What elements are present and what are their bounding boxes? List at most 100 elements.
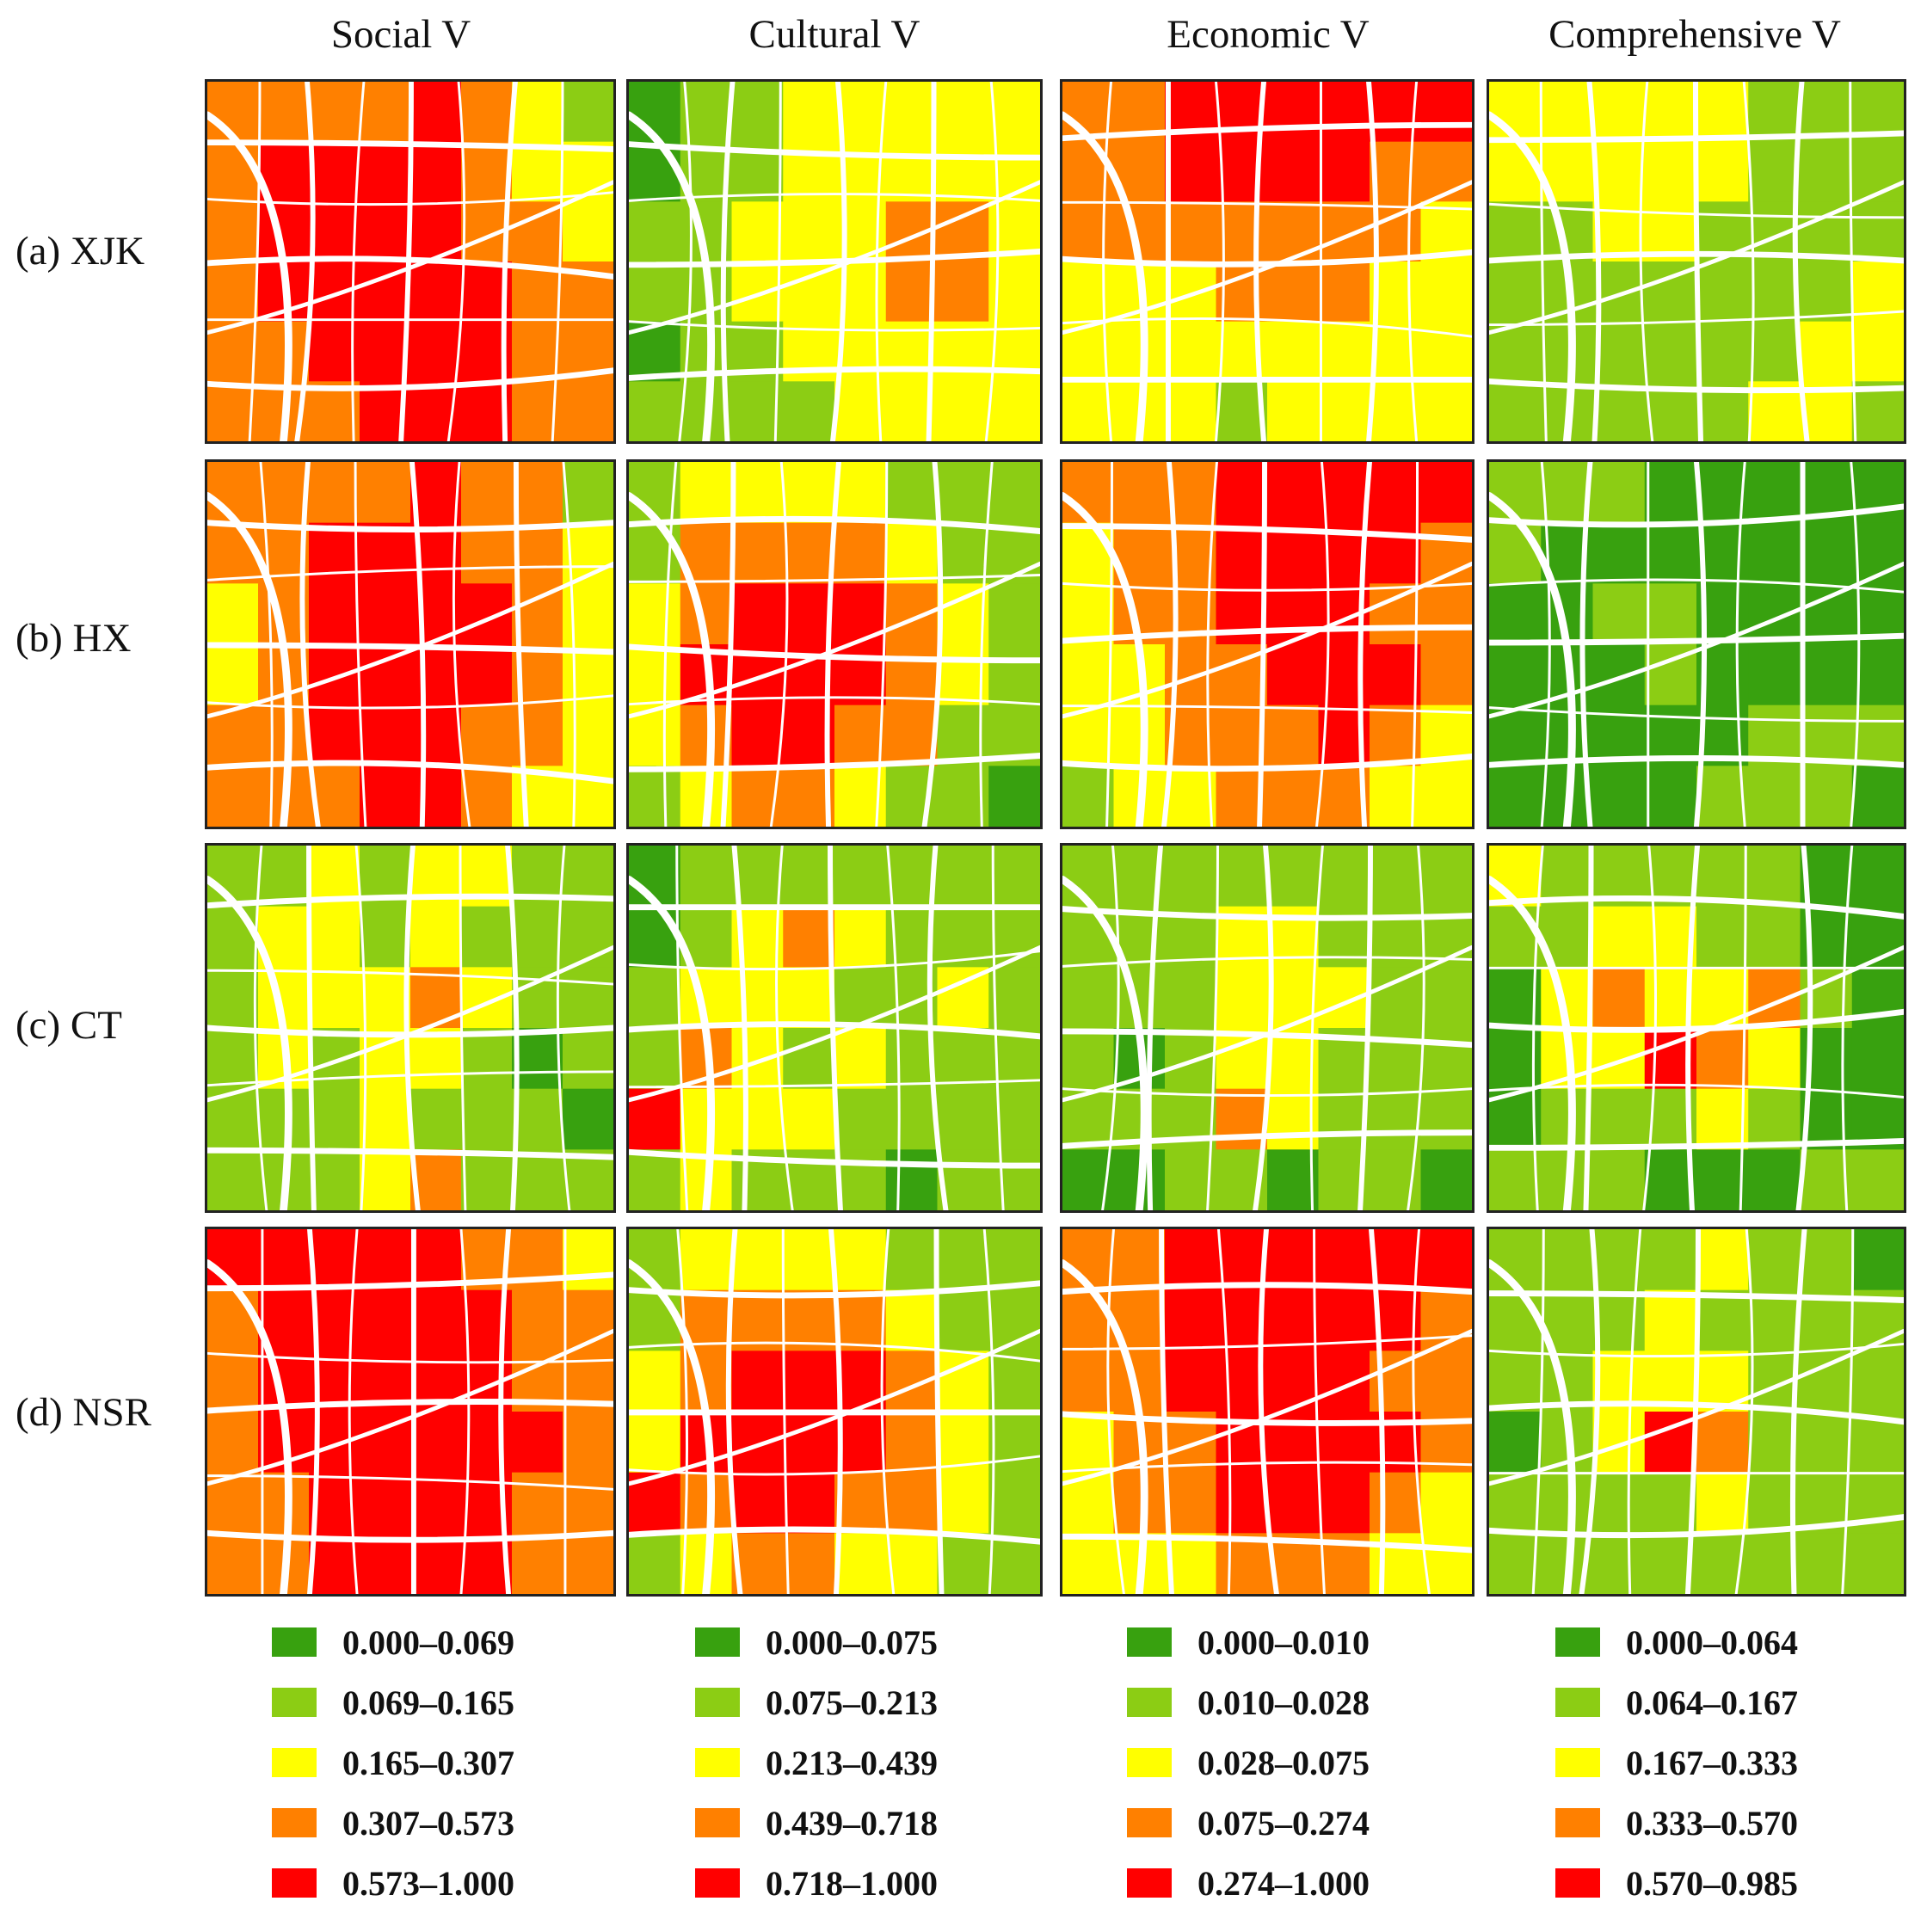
road-network [629,846,1040,1210]
map-canvas [1489,846,1904,1210]
column-title-cultural: Cultural V [748,12,920,57]
legend-swatch [1127,1748,1172,1777]
legend-swatch [1555,1627,1600,1657]
map-cell [1696,846,1749,908]
map-cell [937,1533,989,1594]
map-cell [629,1533,681,1594]
map-cell [1748,846,1801,908]
legend-swatch [1555,1748,1600,1777]
map-panel-1-1 [205,79,616,444]
map-cell [410,1533,462,1594]
road [207,1351,613,1364]
map-cell [629,381,681,441]
map-cell [563,1229,613,1291]
road [1206,462,1218,827]
map-cell [1696,261,1749,323]
map-cell [988,583,1040,645]
legend-swatch [1555,1808,1600,1837]
map-cell [1267,321,1319,382]
map-cell [1062,1412,1114,1474]
map-cell [1267,261,1319,323]
map-cell [1748,1229,1801,1291]
road [1407,82,1419,441]
map-cell [1851,1351,1904,1412]
map-cell [1800,583,1853,645]
map-cell [1370,967,1421,1029]
map-cell [885,846,938,908]
map-cell [1592,906,1646,968]
map-cell [1592,1028,1646,1090]
road [979,462,994,827]
road [1849,82,1857,441]
map-cell [258,321,310,382]
map-cell [1800,644,1853,706]
road [629,561,1040,719]
road [1693,462,1708,827]
map-cell [1592,522,1646,584]
map-cell [783,462,835,524]
map-cell [1370,705,1421,766]
road [207,1399,613,1414]
map-cell [783,1229,835,1291]
map-cell [1318,321,1370,382]
map-cell [1592,1412,1646,1474]
road-network [1062,846,1472,1210]
map-cell [1420,462,1472,524]
map-cell [207,522,259,584]
map-cell [783,1351,835,1412]
map-cell [1267,82,1319,143]
map-cell [461,1149,513,1210]
road-network [207,462,613,827]
map-cell [360,967,411,1029]
road [1216,1229,1232,1594]
road [1062,317,1472,338]
road [824,462,841,827]
road [207,255,613,280]
map-cell [1592,261,1646,323]
map-cell [1851,201,1904,262]
legend-label: 0.000–0.069 [342,1623,514,1662]
map-cell [360,1088,411,1150]
road [1734,1229,1754,1594]
map-cell [1489,583,1542,645]
map-cell [1216,462,1268,524]
map-cell [731,1289,784,1351]
road [1062,523,1472,543]
road [1735,462,1746,827]
map-cell [731,1351,784,1412]
map-cell [1592,1472,1646,1534]
map-cell [834,906,887,968]
column-title-comprehensive: Comprehensive V [1548,12,1841,57]
map-cell [1062,766,1114,827]
map-cell [885,1088,938,1150]
map-cell [1165,381,1216,441]
map-cell [360,1229,411,1291]
road [1489,755,1904,768]
map-cell [885,1289,938,1351]
road [1258,1229,1279,1594]
road [1062,1533,1472,1554]
road [452,462,471,827]
road-network [1062,82,1472,441]
road [629,753,1040,772]
map-cell [461,522,513,584]
road [1841,846,1854,1210]
map-cell [988,1088,1040,1150]
map-canvas [207,462,613,827]
road [1795,846,1813,1210]
road [629,180,1040,335]
map-cell [512,906,563,968]
road-network [1489,1229,1904,1594]
map-cell [1420,1088,1472,1150]
map-canvas [207,82,613,441]
map-cell [783,522,835,584]
road [501,82,518,441]
map-cell [258,462,310,524]
map-cell [207,1028,259,1090]
map-cell [1420,1533,1472,1594]
road [207,642,613,655]
legend-swatch [1127,1688,1172,1717]
road [1692,82,1704,441]
road [629,111,716,441]
road [629,876,716,1210]
